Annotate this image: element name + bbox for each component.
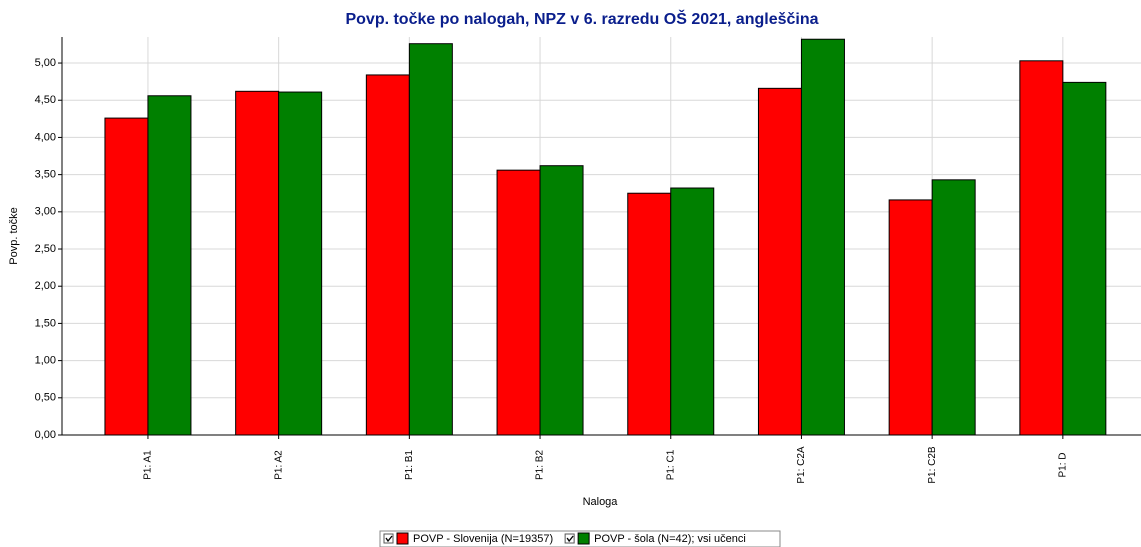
bar — [147, 95, 192, 436]
bar — [104, 117, 149, 436]
bar — [757, 87, 802, 436]
x-tick-label: P1: C1 — [665, 449, 676, 480]
y-tick-label: 2,50 — [35, 243, 56, 255]
bar — [496, 169, 541, 436]
y-tick-label: 4,00 — [35, 131, 56, 143]
y-tick-label: 2,00 — [35, 280, 56, 292]
legend-label: POVP - šola (N=42); vsi učenci — [594, 533, 746, 545]
bar — [235, 90, 280, 436]
bar — [670, 187, 715, 436]
x-tick-label: P1: B1 — [404, 450, 415, 480]
x-tick-label: P1: A1 — [143, 450, 154, 480]
bar — [1062, 81, 1107, 436]
chart-title: Povp. točke po nalogah, NPZ v 6. razredu… — [345, 9, 818, 28]
legend-check — [385, 535, 393, 543]
y-tick-label: 3,50 — [35, 169, 56, 181]
y-tick-label: 0,50 — [35, 392, 56, 404]
y-axis-label: Povp. točke — [8, 207, 20, 264]
y-tick-label: 1,50 — [35, 317, 56, 329]
x-tick-label: P1: B2 — [535, 450, 546, 480]
y-tick-label: 4,50 — [35, 94, 56, 106]
x-tick-label: P1: D — [1057, 452, 1068, 477]
bar — [365, 74, 410, 436]
x-tick-label: P1: A2 — [273, 450, 284, 480]
bar — [627, 192, 672, 436]
legend-swatch — [577, 532, 590, 545]
legend-check — [566, 535, 574, 543]
y-tick-label: 0,00 — [35, 429, 56, 441]
x-axis-label: Naloga — [583, 496, 619, 508]
x-tick-label: P1: C2B — [927, 446, 938, 484]
x-tick-label: P1: C2A — [796, 446, 807, 484]
legend-checkbox — [564, 533, 575, 544]
bar — [278, 91, 323, 436]
legend-swatch — [396, 532, 409, 545]
bar — [800, 38, 845, 436]
y-tick-label: 1,00 — [35, 355, 56, 367]
y-tick-label: 3,00 — [35, 206, 56, 218]
bar — [931, 179, 976, 436]
legend-checkbox — [383, 533, 394, 544]
y-tick-label: 5,00 — [35, 57, 56, 69]
bar — [888, 199, 933, 436]
legend-label: POVP - Slovenija (N=19357) — [413, 533, 553, 545]
bar — [1019, 60, 1064, 436]
bar — [408, 43, 453, 436]
bar — [539, 165, 584, 436]
